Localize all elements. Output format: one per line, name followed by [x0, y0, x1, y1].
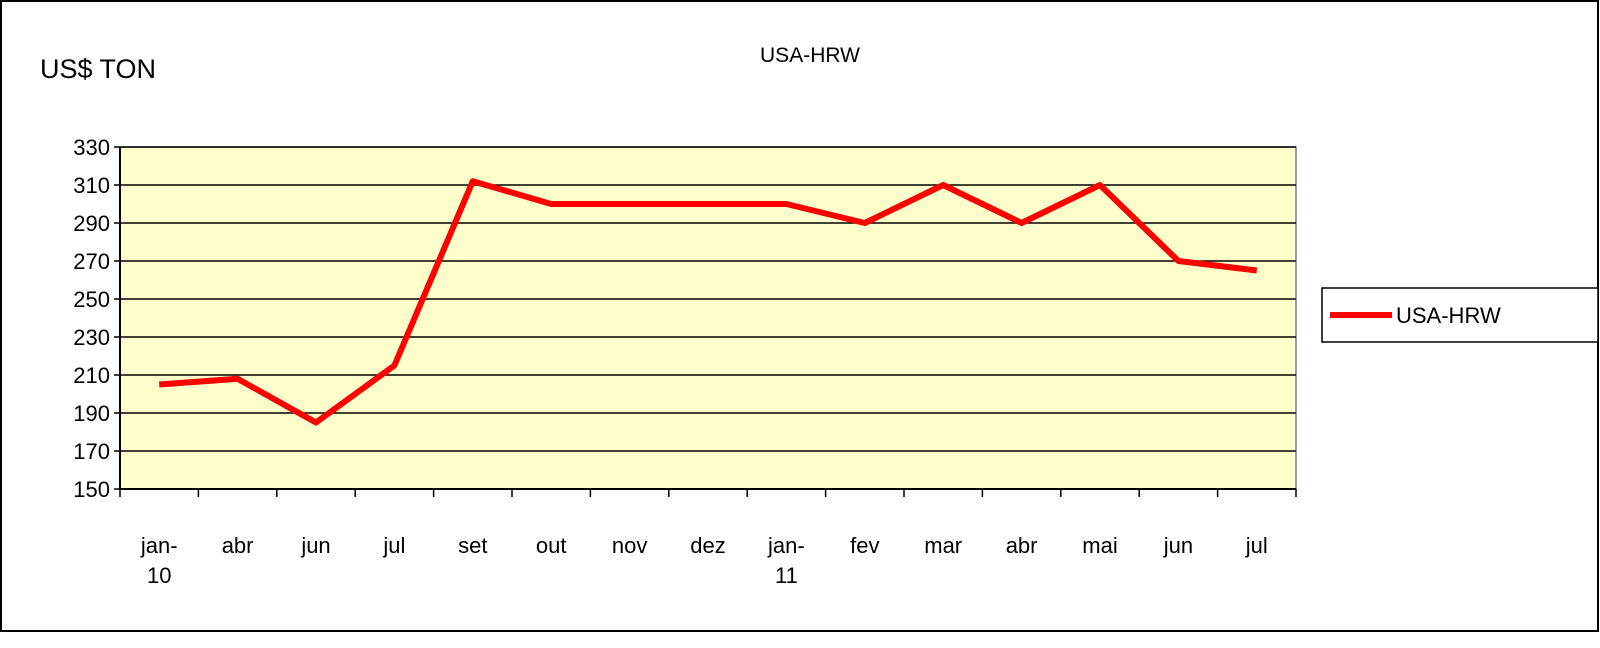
x-tick-label: jun — [300, 533, 330, 558]
x-tick-label: mai — [1082, 533, 1117, 558]
x-tick-label-line: 11 — [775, 563, 798, 588]
x-tick-label: out — [536, 533, 567, 558]
x-tick-label-line: jan- — [140, 533, 178, 558]
x-tick-label: jul — [382, 533, 405, 558]
x-tick-label: jul — [1245, 533, 1268, 558]
y-tick-label: 330 — [73, 135, 110, 160]
y-axis-label: US$ TON — [40, 54, 156, 84]
y-tick-label: 230 — [73, 325, 110, 350]
x-tick-label-line: 10 — [147, 563, 171, 588]
chart-title: USA-HRW — [760, 44, 860, 67]
y-tick-label: 210 — [73, 363, 110, 388]
x-tick-label-line: jan- — [767, 533, 805, 558]
y-tick-label: 150 — [73, 477, 110, 502]
x-tick-label: set — [458, 533, 487, 558]
y-tick-label: 250 — [73, 287, 110, 312]
y-tick-label: 170 — [73, 439, 110, 464]
x-tick-label: mar — [924, 533, 962, 558]
plot-area — [119, 146, 1297, 490]
y-tick-label: 190 — [73, 401, 110, 426]
x-tick-label: nov — [612, 533, 647, 558]
x-tick-label: abr — [1006, 533, 1038, 558]
y-tick-label: 310 — [73, 173, 110, 198]
x-tick-label: jan- 11 — [767, 533, 805, 588]
x-tick-label: dez — [690, 533, 725, 558]
x-tick-label: fev — [850, 533, 879, 558]
legend-label: USA-HRW — [1396, 303, 1501, 328]
y-tick-label: 290 — [73, 211, 110, 236]
x-tick-label: jan- 10 — [140, 533, 178, 588]
x-tick-label: jun — [1163, 533, 1193, 558]
x-tick-label: abr — [222, 533, 254, 558]
y-tick-label: 270 — [73, 249, 110, 274]
line-series — [158, 178, 1258, 426]
